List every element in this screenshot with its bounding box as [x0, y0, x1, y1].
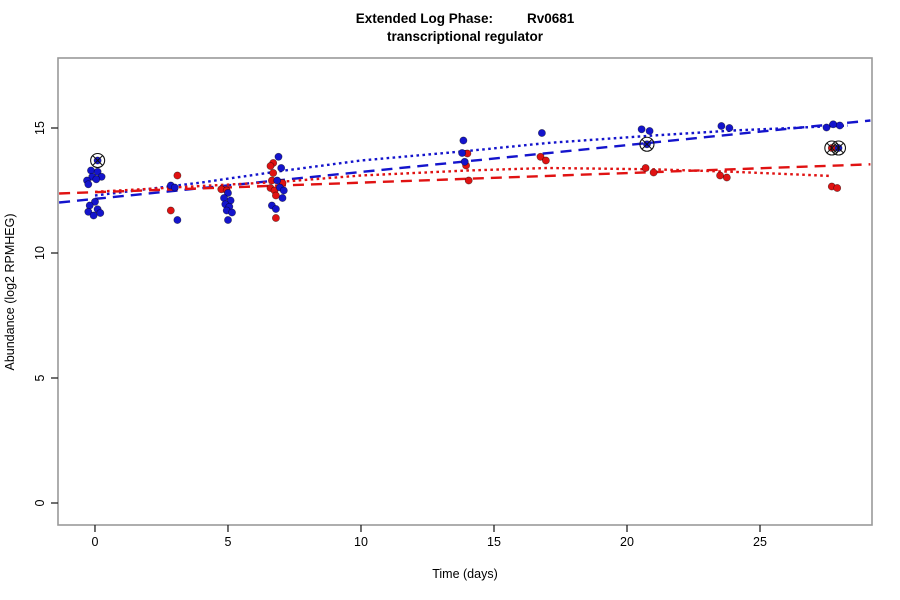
blue-data-point [822, 123, 831, 132]
red-data-point [166, 206, 175, 215]
flagged-point-marker-x [833, 142, 844, 154]
flagged-point-marker [90, 152, 106, 169]
blue-data-point [85, 201, 94, 210]
blue-data-point [271, 205, 280, 213]
x-tick-label: 15 [487, 535, 501, 549]
blue-data-point [91, 197, 99, 206]
blue-data-point [645, 127, 654, 135]
chart-title-phase: Extended Log Phase: [355, 11, 493, 26]
x-tick-label: 5 [225, 535, 232, 549]
red-data-point [271, 214, 280, 222]
blue-data-point [277, 164, 286, 172]
y-tick-label: 0 [33, 499, 47, 506]
red-data-point [833, 184, 842, 192]
red-data-point [716, 171, 724, 180]
chart-title-line1: Extended Log Phase: Rv0681 [30, 10, 900, 28]
y-tick-label: 5 [33, 374, 47, 381]
blue-data-point [717, 122, 726, 130]
blue-data-point [220, 194, 228, 202]
red-dashed-fit-line [59, 163, 871, 195]
red-data-point [173, 171, 182, 180]
x-tick-label: 20 [620, 535, 634, 549]
x-axis-label: Time (days) [432, 567, 498, 581]
blue-data-point [224, 216, 232, 224]
red-data-point [542, 156, 550, 165]
blue-data-point [829, 120, 838, 129]
plot-box [57, 57, 873, 526]
red-dotted-fit-line [94, 166, 832, 193]
flagged-point-marker [830, 140, 847, 156]
red-data-point [464, 176, 473, 185]
red-data-point [269, 169, 278, 177]
blue-data-point [458, 149, 466, 157]
blue-data-point [538, 129, 546, 137]
blue-data-point [84, 207, 93, 216]
blue-data-point [279, 186, 288, 195]
blue-dotted-fit-line [94, 124, 848, 197]
x-tick-label: 0 [91, 535, 98, 549]
flagged-point-marker [639, 136, 655, 152]
blue-data-point [835, 121, 844, 130]
blue-data-point [725, 124, 734, 132]
blue-data-point [92, 175, 101, 184]
x-tick-label: 25 [753, 535, 767, 549]
blue-data-point [278, 194, 287, 202]
blue-data-point [273, 176, 282, 185]
red-data-point [641, 164, 650, 172]
y-tick-label: 10 [33, 246, 47, 260]
blue-data-point [87, 166, 95, 175]
chart-title-gene: Rv0681 [526, 11, 575, 26]
red-data-point [722, 173, 731, 182]
red-data-point [271, 191, 280, 200]
red-data-point [536, 152, 545, 161]
blue-data-point [89, 211, 98, 220]
blue-data-point [274, 152, 283, 161]
chart-title-line2: transcriptional regulator [386, 29, 544, 44]
chart-title: Extended Log Phase: Rv0681 transcriptiona… [30, 10, 900, 46]
blue-data-point [173, 216, 182, 224]
blue-data-point [459, 136, 468, 145]
flagged-point-marker-x [92, 155, 104, 166]
x-tick-label: 10 [354, 535, 368, 549]
blue-data-point [228, 208, 236, 217]
red-data-point [649, 168, 658, 177]
blue-data-point [96, 209, 105, 217]
flagged-point-marker-x [641, 138, 653, 150]
blue-data-point [460, 157, 469, 166]
blue-data-point [170, 183, 179, 192]
red-data-point [266, 162, 275, 170]
y-axis-label: Abundance (log2 RPMHEG) [3, 213, 17, 370]
blue-data-point [84, 180, 93, 189]
y-tick-label: 15 [33, 121, 47, 135]
blue-data-point [637, 125, 646, 134]
